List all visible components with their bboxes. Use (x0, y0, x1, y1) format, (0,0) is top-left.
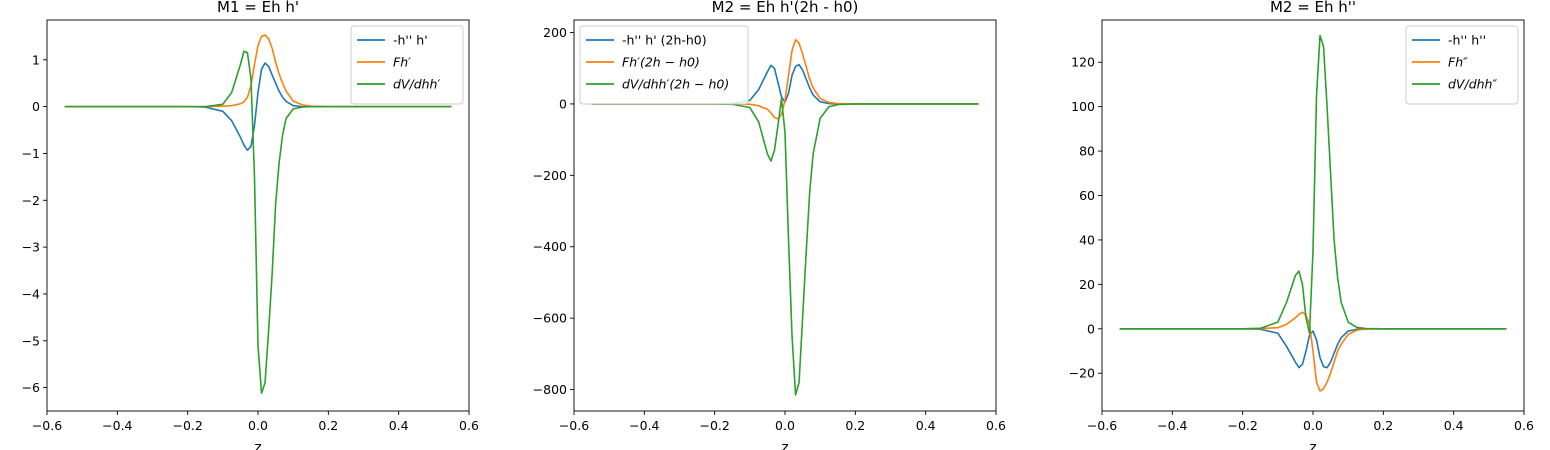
y-tick-label: 1 (32, 52, 40, 67)
y-tick-label: −1 (22, 146, 40, 161)
x-tick-label: −0.2 (172, 418, 202, 433)
series-line-3 (1119, 34, 1507, 335)
x-tick-label: −0.4 (102, 418, 132, 433)
chart-panel-3: M2 = Eh h'' −0.6 −0.4 −0.2 0.0 0.2 0.4 0.6 120 10… (1069, 0, 1534, 450)
legend-label: -h'' h'' (1448, 33, 1486, 48)
x-axis-label: z (781, 440, 788, 450)
x-tick-label: −0.2 (1227, 418, 1257, 433)
y-tick-label: 40 (1079, 232, 1095, 247)
legend-label: Fh″ (1448, 55, 1468, 70)
legend-label: Fh′(2h − h0) (622, 55, 700, 70)
series-line-2 (1119, 311, 1507, 392)
x-axis-label: z (1309, 440, 1316, 450)
x-tick-label: 0.6 (1514, 418, 1534, 433)
y-tick-label: −400 (533, 239, 567, 254)
y-tick-label: 200 (543, 25, 567, 40)
chart-title: M1 = Eh h' (217, 0, 299, 16)
x-tick-label: 0.0 (1303, 418, 1323, 433)
legend-label: Fh′ (393, 55, 411, 70)
x-tick-label: 0.2 (1373, 418, 1393, 433)
x-tick-label: 0.4 (916, 418, 936, 433)
y-tick-label: 80 (1079, 144, 1095, 159)
legend-label: -h'' h' (2h-h0) (622, 33, 707, 48)
series-line-1 (1119, 327, 1507, 369)
y-tick-label: 120 (1071, 55, 1095, 70)
legend-label: dV/dhh′ (393, 77, 440, 92)
x-tick-label: 0.6 (986, 418, 1006, 433)
y-tick-label: −20 (1069, 366, 1095, 381)
y-tick-label: 100 (1071, 99, 1095, 114)
x-tick-label: −0.6 (559, 418, 589, 433)
y-tick-label: −6 (22, 380, 40, 395)
legend-label: dV/dhh″ (1448, 77, 1497, 92)
series-line-3 (64, 50, 452, 395)
x-tick-label: −0.2 (699, 418, 729, 433)
series-line-1 (591, 63, 979, 105)
legend: -h'' h'' Fh″ dV/dhh″ (1405, 25, 1519, 105)
x-tick-label: −0.6 (32, 418, 62, 433)
y-tick-label: −3 (22, 240, 40, 255)
legend: -h'' h' Fh′ dV/dhh′ (350, 25, 464, 105)
chart-panel-2: M2 = Eh h'(2h - h0) −0.6 −0.4 −0.2 0.0 0.2 0.4… (533, 0, 1006, 450)
legend-box (579, 25, 749, 105)
x-tick-label: −0.6 (1087, 418, 1117, 433)
x-tick-label: −0.4 (629, 418, 659, 433)
x-tick-label: 0.0 (248, 418, 268, 433)
x-tick-label: −0.4 (1157, 418, 1187, 433)
y-tick-label: −4 (22, 286, 40, 301)
legend-label: dV/dhh′(2h − h0) (622, 77, 729, 92)
chart-panel-1: M1 = Eh h' −0.6 −0.4 −0.2 0.0 0.2 0.4 0.6 1 0 −1 −2… (22, 0, 479, 450)
x-tick-label: 0.2 (845, 418, 865, 433)
x-tick-label: 0.2 (318, 418, 338, 433)
series-line-3 (591, 97, 979, 396)
y-tick-label: 20 (1079, 277, 1095, 292)
x-tick-label: 0.4 (389, 418, 409, 433)
x-axis-label: z (254, 440, 261, 450)
series-line-1 (64, 62, 452, 151)
y-tick-label: 60 (1079, 188, 1095, 203)
series-line-2 (64, 34, 452, 108)
y-tick-label: 0 (1087, 321, 1095, 336)
y-tick-label: −600 (533, 311, 567, 326)
y-tick-label: −200 (533, 168, 567, 183)
y-tick-label: 0 (32, 99, 40, 114)
legend-label: -h'' h' (393, 33, 428, 48)
x-tick-label: 0.0 (775, 418, 795, 433)
y-tick-label: −800 (533, 382, 567, 397)
y-tick-label: −2 (22, 193, 40, 208)
chart-title: M2 = Eh h'' (1270, 0, 1356, 16)
legend: -h'' h' (2h-h0) Fh′(2h − h0) dV/dhh′(2h − … (579, 25, 749, 105)
y-tick-label: 0 (559, 96, 567, 111)
x-tick-label: 0.4 (1444, 418, 1464, 433)
series-line-2 (591, 38, 979, 120)
x-tick-label: 0.6 (459, 418, 479, 433)
y-tick-label: −5 (22, 333, 40, 348)
chart-title: M2 = Eh h'(2h - h0) (712, 0, 859, 16)
